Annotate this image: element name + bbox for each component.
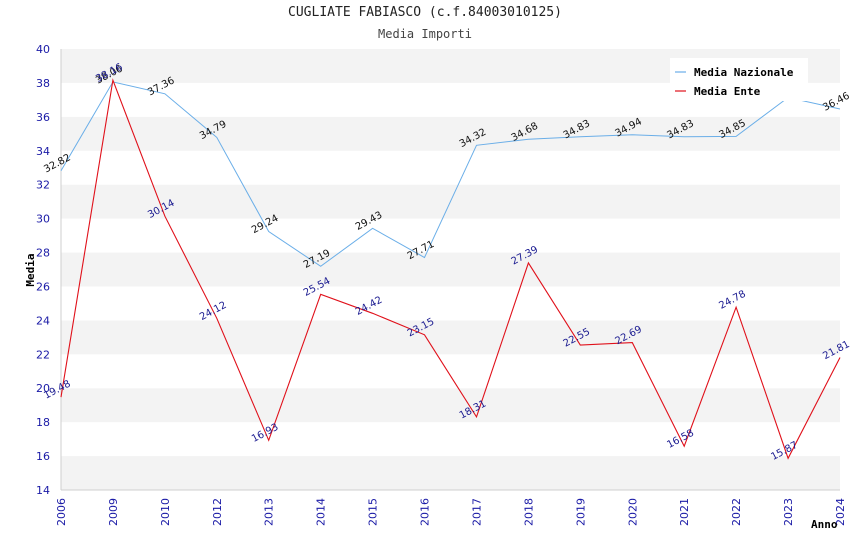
y-tick-label: 18	[36, 416, 50, 429]
x-axis-label: Anno	[811, 518, 838, 531]
y-tick-label: 14	[36, 484, 50, 497]
grid-band	[61, 252, 840, 287]
y-tick-label: 36	[36, 111, 50, 124]
y-tick-label: 20	[36, 382, 50, 395]
chart-subtitle: Media Importi	[378, 27, 472, 41]
x-tick-labels: 2006 2009 2010 2012 2013 2014 2015 2016 2017 2018…	[55, 498, 847, 526]
series-lines	[60, 78, 841, 460]
x-tick-label: 2018	[522, 498, 535, 526]
x-tick-label: 2009	[107, 498, 120, 526]
chart-title: CUGLIATE FABIASCO (c.f.84003010125)	[288, 5, 562, 20]
legend-label-media-nazionale: Media Nazionale	[694, 66, 794, 79]
grid-band	[61, 116, 840, 151]
y-tick-label: 34	[36, 145, 50, 158]
x-tick-label: 2023	[782, 498, 795, 526]
x-tick-label: 2022	[730, 498, 743, 526]
x-tick-label: 2015	[367, 498, 380, 526]
grid-band	[61, 354, 840, 389]
grid-band	[61, 422, 840, 457]
x-tick-label: 2010	[159, 498, 172, 526]
y-tick-label: 40	[36, 43, 50, 56]
y-tick-label: 38	[36, 77, 50, 90]
x-tick-label: 2014	[315, 498, 328, 526]
grid-band	[61, 388, 840, 423]
y-tick-label: 32	[36, 179, 50, 192]
grid-bands	[61, 49, 840, 490]
x-tick-label: 2012	[211, 498, 224, 526]
y-tick-label: 30	[36, 213, 50, 226]
grid-band	[61, 456, 840, 490]
x-tick-label: 2020	[626, 498, 639, 526]
grid-band	[61, 150, 840, 185]
x-tick-label: 2024	[834, 498, 847, 526]
y-axis-label: Media	[24, 253, 37, 286]
y-tick-label: 22	[36, 348, 50, 361]
grid-band	[61, 286, 840, 321]
y-tick-label: 24	[36, 314, 50, 327]
x-tick-label: 2016	[419, 498, 432, 526]
x-tick-label: 2006	[55, 498, 68, 526]
grid-band	[61, 320, 840, 355]
x-tick-label: 2013	[263, 498, 276, 526]
legend-label-media-ente: Media Ente	[694, 85, 761, 98]
x-tick-label: 2021	[678, 498, 691, 526]
grid-band	[61, 218, 840, 253]
y-tick-label: 28	[36, 247, 50, 260]
x-tick-label: 2019	[574, 498, 587, 526]
y-tick-labels: 14 16 18 20 22 24 26 28 30 32 34 36 38 40	[36, 43, 50, 497]
x-tick-label: 2017	[470, 498, 483, 526]
series-line-media-nazionale	[60, 81, 841, 267]
legend: Media Nazionale Media Ente	[670, 58, 808, 101]
y-tick-label: 26	[36, 280, 50, 293]
series-line-media-ente	[60, 78, 841, 460]
legend-background	[670, 58, 808, 101]
y-tick-label: 16	[36, 450, 50, 463]
